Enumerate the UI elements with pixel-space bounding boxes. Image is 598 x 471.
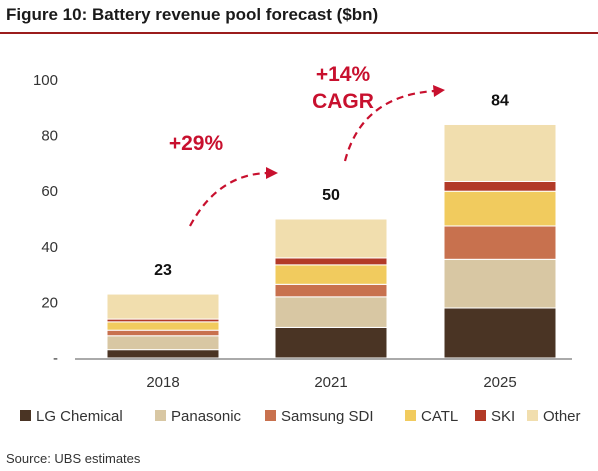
bar-segment: [106, 335, 220, 351]
bar-segment: [443, 180, 557, 192]
bar-segment: [274, 326, 388, 359]
bar-segment: [443, 307, 557, 359]
legend-swatch: [475, 410, 486, 421]
bar-total-label: 50: [322, 187, 340, 204]
y-tick-label: 60: [41, 183, 58, 200]
bar-total-label: 23: [154, 262, 172, 279]
source-note: Source: UBS estimates: [6, 451, 141, 466]
y-tick-label: -: [53, 350, 58, 367]
bar-segment: [443, 258, 557, 309]
bar-total-label: 84: [491, 92, 509, 109]
cagr-annotation-label: CAGR: [312, 90, 374, 113]
figure-title: Figure 10: Battery revenue pool forecast…: [6, 5, 379, 24]
growth-arrow-2021-2025: [343, 89, 435, 162]
x-tick-label: 2021: [314, 374, 347, 391]
legend-label: Samsung SDI: [281, 408, 374, 425]
bar-segment: [274, 218, 388, 259]
bar-segment: [106, 321, 220, 331]
legend-swatch: [527, 410, 538, 421]
legend-swatch: [405, 410, 416, 421]
legend-swatch: [155, 410, 166, 421]
bar-segment: [443, 225, 557, 260]
growth-arrow-2018-2021: [189, 171, 269, 227]
bar-segment: [106, 329, 220, 337]
legend-label: Panasonic: [171, 408, 242, 425]
stacked-bar-chart: - 20 40 60 80 100 23 2018 50 2021 84 2025 +29% +14% CA…: [20, 63, 581, 425]
y-tick-label: 100: [33, 72, 58, 89]
arrowhead-icon: [266, 167, 278, 179]
legend-label: CATL: [421, 408, 458, 425]
bar-segment: [274, 257, 388, 266]
bar-segment: [274, 264, 388, 285]
legend-swatch: [265, 410, 276, 421]
y-tick-label: 20: [41, 294, 58, 311]
legend-label: SKI: [491, 408, 515, 425]
x-tick-label: 2025: [483, 374, 516, 391]
y-tick-label: 80: [41, 128, 58, 145]
arrowhead-icon: [433, 85, 445, 97]
bar-segment: [274, 296, 388, 328]
x-tick-label: 2018: [146, 374, 179, 391]
legend-label: Other: [543, 408, 581, 425]
bar-segment: [274, 283, 388, 298]
title-divider: [0, 32, 598, 34]
bar-segment: [443, 123, 557, 182]
bar-segment: [106, 349, 220, 359]
cagr-annotation-2021-2025: +14%: [316, 63, 371, 86]
cagr-annotation-2018-2021: +29%: [169, 132, 224, 155]
bar-segment: [106, 293, 220, 320]
legend-label: LG Chemical: [36, 408, 123, 425]
bar-segment: [443, 190, 557, 227]
legend-swatch: [20, 410, 31, 421]
y-tick-label: 40: [41, 239, 58, 256]
